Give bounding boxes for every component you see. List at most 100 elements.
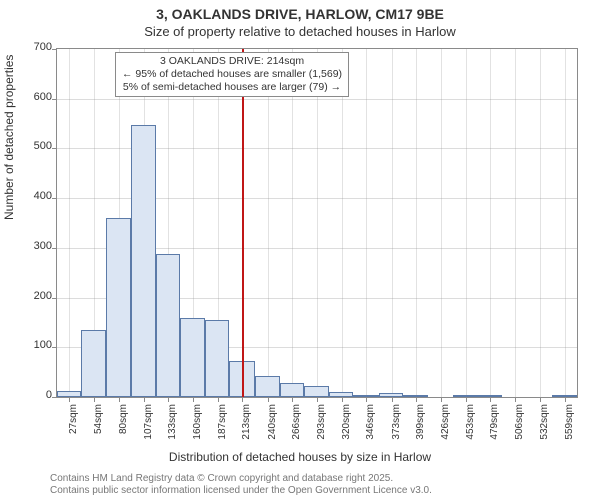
x-tick-label: 107sqm	[143, 404, 154, 444]
y-tick-label: 300	[12, 240, 52, 252]
histogram-bar	[552, 395, 577, 397]
x-tick-mark	[565, 397, 566, 402]
x-tick-mark	[366, 397, 367, 402]
histogram-bar	[403, 395, 428, 397]
gridline-vertical	[565, 49, 566, 397]
x-tick-label: 293sqm	[316, 404, 327, 444]
histogram-bar	[81, 330, 106, 397]
x-axis-label: Distribution of detached houses by size …	[0, 450, 600, 464]
x-tick-label: 532sqm	[539, 404, 550, 444]
x-tick-mark	[168, 397, 169, 402]
y-tick-mark	[52, 198, 57, 199]
histogram-bar	[477, 395, 502, 397]
histogram-bar	[156, 254, 180, 397]
histogram-bar	[106, 218, 130, 397]
reference-line	[242, 49, 244, 397]
y-tick-mark	[52, 99, 57, 100]
x-tick-mark	[242, 397, 243, 402]
gridline-vertical	[366, 49, 367, 397]
gridline-vertical	[292, 49, 293, 397]
x-tick-label: 373sqm	[391, 404, 402, 444]
x-tick-mark	[342, 397, 343, 402]
y-tick-label: 700	[12, 41, 52, 53]
x-tick-label: 266sqm	[291, 404, 302, 444]
x-tick-mark	[515, 397, 516, 402]
x-tick-mark	[69, 397, 70, 402]
x-tick-mark	[490, 397, 491, 402]
histogram-bar	[205, 320, 229, 397]
y-tick-mark	[52, 298, 57, 299]
x-tick-mark	[392, 397, 393, 402]
gridline-vertical	[342, 49, 343, 397]
y-tick-label: 0	[12, 389, 52, 401]
x-tick-mark	[193, 397, 194, 402]
attribution-line-2: Contains public sector information licen…	[50, 485, 432, 496]
x-tick-label: 27sqm	[68, 404, 79, 444]
x-tick-mark	[144, 397, 145, 402]
x-tick-label: 80sqm	[118, 404, 129, 444]
gridline-vertical	[540, 49, 541, 397]
plot-area: 3 OAKLANDS DRIVE: 214sqm← 95% of detache…	[56, 48, 578, 398]
x-tick-label: 133sqm	[167, 404, 178, 444]
gridline-vertical	[268, 49, 269, 397]
histogram-bar	[255, 376, 280, 397]
x-tick-mark	[218, 397, 219, 402]
x-tick-label: 506sqm	[514, 404, 525, 444]
annotation-box: 3 OAKLANDS DRIVE: 214sqm← 95% of detache…	[115, 52, 349, 97]
histogram-bar	[329, 392, 353, 397]
x-tick-label: 479sqm	[489, 404, 500, 444]
y-tick-mark	[52, 49, 57, 50]
x-tick-mark	[292, 397, 293, 402]
x-tick-mark	[317, 397, 318, 402]
gridline-vertical	[69, 49, 70, 397]
x-tick-label: 213sqm	[241, 404, 252, 444]
x-tick-label: 453sqm	[465, 404, 476, 444]
y-tick-mark	[52, 148, 57, 149]
x-tick-label: 160sqm	[192, 404, 203, 444]
y-tick-label: 200	[12, 290, 52, 302]
annotation-line: 3 OAKLANDS DRIVE: 214sqm	[122, 55, 342, 68]
chart-title-sub: Size of property relative to detached ho…	[0, 24, 600, 39]
x-tick-label: 346sqm	[365, 404, 376, 444]
annotation-line: ← 95% of detached houses are smaller (1,…	[122, 68, 342, 81]
histogram-chart: 3, OAKLANDS DRIVE, HARLOW, CM17 9BE Size…	[0, 0, 600, 500]
x-tick-mark	[268, 397, 269, 402]
annotation-line: 5% of semi-detached houses are larger (7…	[122, 81, 342, 94]
x-tick-mark	[540, 397, 541, 402]
x-tick-label: 399sqm	[415, 404, 426, 444]
histogram-bar	[453, 395, 477, 397]
x-tick-mark	[416, 397, 417, 402]
gridline-vertical	[416, 49, 417, 397]
histogram-bar	[280, 383, 304, 397]
y-tick-label: 400	[12, 190, 52, 202]
histogram-bar	[304, 386, 329, 397]
x-tick-label: 426sqm	[440, 404, 451, 444]
x-tick-mark	[94, 397, 95, 402]
y-tick-label: 500	[12, 140, 52, 152]
x-tick-label: 54sqm	[93, 404, 104, 444]
x-tick-label: 320sqm	[341, 404, 352, 444]
gridline-vertical	[392, 49, 393, 397]
histogram-bar	[180, 318, 205, 397]
gridline-vertical	[490, 49, 491, 397]
x-tick-mark	[466, 397, 467, 402]
attribution-line-1: Contains HM Land Registry data © Crown c…	[50, 473, 393, 484]
x-tick-label: 559sqm	[564, 404, 575, 444]
histogram-bar	[131, 125, 156, 397]
histogram-bar	[379, 393, 403, 397]
gridline-vertical	[466, 49, 467, 397]
y-tick-mark	[52, 248, 57, 249]
x-tick-mark	[441, 397, 442, 402]
gridline-vertical	[441, 49, 442, 397]
gridline-vertical	[515, 49, 516, 397]
x-tick-mark	[119, 397, 120, 402]
chart-title-main: 3, OAKLANDS DRIVE, HARLOW, CM17 9BE	[0, 6, 600, 22]
x-tick-label: 187sqm	[217, 404, 228, 444]
histogram-bar	[57, 391, 81, 397]
histogram-bar	[353, 395, 378, 397]
y-tick-mark	[52, 397, 57, 398]
y-tick-label: 100	[12, 339, 52, 351]
x-tick-label: 240sqm	[267, 404, 278, 444]
y-tick-mark	[52, 347, 57, 348]
y-tick-label: 600	[12, 91, 52, 103]
